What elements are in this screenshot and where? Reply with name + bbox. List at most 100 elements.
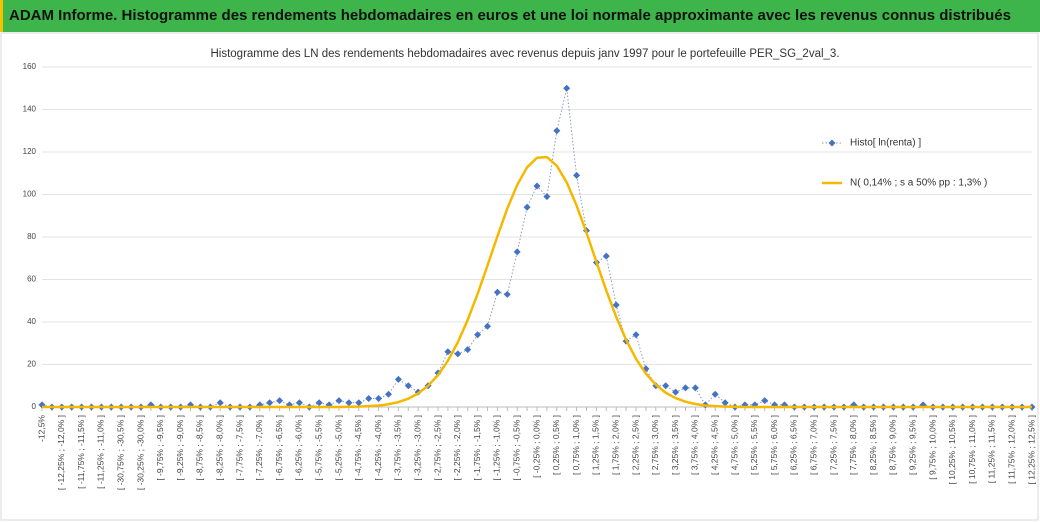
y-tick-label: 160 xyxy=(23,62,37,71)
x-tick-label: [ -12,25% ; -12,0% ] xyxy=(56,415,66,490)
histogram-point xyxy=(454,350,462,358)
histogram-point xyxy=(295,399,303,407)
x-tick-label: [ 1,75% ; 2,0% ] xyxy=(610,415,620,475)
histogram-point xyxy=(563,84,571,92)
x-tick-label: [ -3,25% ; -3,0% ] xyxy=(412,415,422,481)
x-tick-label: [ 11,75% ; 12,0% ] xyxy=(1006,415,1016,484)
x-tick-label: [ 9,75% ; 10,0% ] xyxy=(927,415,937,480)
x-tick-label: [ 7,75% ; 8,0% ] xyxy=(848,415,858,475)
x-tick-label: [ -1,25% ; -1,0% ] xyxy=(492,415,502,481)
x-tick-label: [ 6,75% ; 7,0% ] xyxy=(808,415,818,475)
x-tick-label: [ -3,75% ; -3,5% ] xyxy=(393,415,403,481)
y-tick-label: 100 xyxy=(23,190,37,199)
histogram-point xyxy=(493,288,501,296)
x-tick-label: [ -30,25% ; -30,0% ] xyxy=(135,415,145,490)
legend-label: N( 0,14% ; s a 50% pp : 1,3% ) xyxy=(850,178,987,189)
x-tick-label: [ 2,25% ; 2,5% ] xyxy=(630,415,640,475)
chart-title: Histogramme des LN des rendements hebdom… xyxy=(210,48,839,60)
x-tick-label: [ 5,25% ; 5,5% ] xyxy=(749,415,759,475)
histogram-point xyxy=(672,388,680,396)
x-tick-label: [ -5,25% ; -5,0% ] xyxy=(333,415,343,481)
x-tick-label: [ 9,25% ; 9,5% ] xyxy=(907,415,917,475)
x-tick-label: [ -1,75% ; -1,5% ] xyxy=(472,415,482,481)
histogram-point xyxy=(573,171,581,179)
y-tick-label: 20 xyxy=(27,360,36,369)
histogram-point xyxy=(404,382,412,390)
y-tick-label: 0 xyxy=(32,402,37,411)
x-tick-label: [ -7,75% ; -7,5% ] xyxy=(234,415,244,481)
y-tick-label: 40 xyxy=(27,317,36,326)
histogram-point xyxy=(355,399,363,407)
histogram-point xyxy=(632,331,640,339)
x-tick-label: [ 3,25% ; 3,5% ] xyxy=(670,415,680,475)
normal-curve xyxy=(42,155,1032,409)
histogram-point xyxy=(335,397,343,405)
histogram-point xyxy=(266,399,274,407)
histogram-point xyxy=(612,301,620,309)
x-tick-label: [ -11,75% ; -11,5% ] xyxy=(76,415,86,489)
histogram-point xyxy=(375,395,383,402)
x-tick-label: [ 8,25% ; 8,5% ] xyxy=(868,415,878,475)
x-tick-label: [ -5,75% ; -5,5% ] xyxy=(313,415,323,481)
histogram-point xyxy=(474,331,482,339)
histogram-point xyxy=(721,399,729,407)
histogram-point xyxy=(394,375,402,383)
histogram-point xyxy=(216,399,224,407)
x-tick-label: [ 6,25% ; 6,5% ] xyxy=(789,415,799,475)
histogram-point xyxy=(513,248,521,256)
x-tick-label: [ 5,75% ; 6,0% ] xyxy=(769,415,779,475)
histogram-point xyxy=(276,397,284,405)
x-tick-label: [ 0,75% ; 1,0% ] xyxy=(571,415,581,475)
chart: Histogramme des LN des rendements hebdom… xyxy=(0,32,1039,521)
histogram-point xyxy=(444,348,452,356)
histogram-point xyxy=(345,399,353,407)
histogram-point xyxy=(365,395,373,402)
histogram-point xyxy=(543,193,551,201)
histogram-point xyxy=(691,384,699,392)
y-tick-label: 120 xyxy=(23,147,37,156)
x-tick-label: [ -6,25% ; -6,0% ] xyxy=(294,415,304,481)
x-tick-label: [ 10,75% ; 11,0% ] xyxy=(967,415,977,484)
histogram-point xyxy=(385,390,392,398)
x-tick-label: [ -8,75% ; -8,5% ] xyxy=(195,415,205,481)
x-tick-label: [ -0,25% ; 0,0% ] xyxy=(531,415,541,478)
x-tick-label: [ 11,25% ; 11,5% ] xyxy=(987,415,997,483)
chart-frame xyxy=(0,32,1039,521)
x-tick-label: [ -0,75% ; -0,5% ] xyxy=(511,415,521,481)
x-tick-label: [ 4,25% ; 4,5% ] xyxy=(709,415,719,475)
legend-marker xyxy=(828,139,836,147)
x-tick-label: [ -2,75% ; -2,5% ] xyxy=(432,415,442,481)
histogram-point xyxy=(484,322,491,330)
x-tick-label: [ -6,75% ; -6,5% ] xyxy=(274,415,284,481)
histogram-point xyxy=(761,397,769,405)
histogram-point xyxy=(553,127,561,135)
histogram-point xyxy=(711,390,719,398)
x-tick-label: [ 3,75% ; 4,0% ] xyxy=(690,415,700,475)
x-tick-label: [ 4,75% ; 5,0% ] xyxy=(729,415,739,475)
x-tick-label: [ -7,25% ; -7,0% ] xyxy=(254,415,264,481)
x-tick-label: -12,5% xyxy=(36,415,46,442)
x-tick-label: [ 1,25% ; 1,5% ] xyxy=(591,415,601,475)
x-tick-label: [ -30,75% ; -30,5% ] xyxy=(115,415,125,490)
histogram-point xyxy=(662,382,670,390)
x-tick-label: [ -4,25% ; -4,0% ] xyxy=(373,415,383,481)
banner-title: ADAM Informe. Histogramme des rendements… xyxy=(0,0,1040,32)
x-tick-label: [ -4,75% ; -4,5% ] xyxy=(353,415,363,481)
x-tick-label: [ -9,25% ; -9,0% ] xyxy=(175,415,185,481)
x-tick-label: [ -8,25% ; -8,0% ] xyxy=(214,415,224,481)
histogram-point xyxy=(464,346,472,354)
x-tick-label: [ -9,75% ; -9,5% ] xyxy=(155,415,165,481)
x-tick-label: [ 10,25% ; 10,5% ] xyxy=(947,415,957,484)
histogram-point xyxy=(602,252,610,260)
histogram-point xyxy=(682,384,689,392)
y-tick-label: 80 xyxy=(27,232,36,241)
legend-label: Histo[ ln(renta) ] xyxy=(850,138,921,149)
histogram-point xyxy=(315,399,323,407)
histogram-point xyxy=(503,290,511,298)
x-tick-label: [ -2,25% ; -2,0% ] xyxy=(452,415,462,481)
x-tick-label: [ 2,75% ; 3,0% ] xyxy=(650,415,660,475)
y-tick-label: 140 xyxy=(23,105,37,114)
x-tick-label: [ 0,25% ; 0,5% ] xyxy=(551,415,561,475)
histogram-point xyxy=(523,203,531,211)
